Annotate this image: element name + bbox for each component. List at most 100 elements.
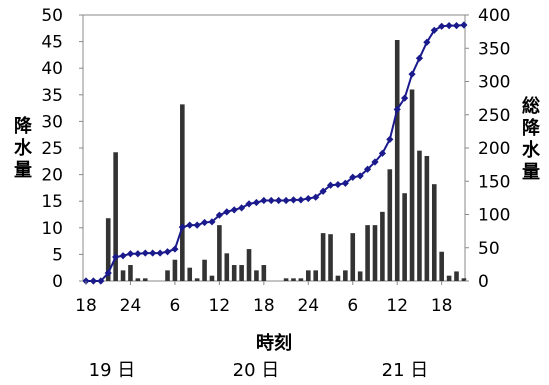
cumulative-point (149, 249, 157, 257)
cumulative-point (312, 193, 320, 201)
precip-bar (431, 184, 437, 281)
precip-bar (313, 270, 319, 281)
precip-bar (180, 104, 185, 281)
precip-bar (120, 270, 126, 281)
precip-bar (306, 270, 311, 281)
precip-bar (105, 218, 111, 281)
cumulative-point (178, 223, 186, 231)
precip-bar (446, 275, 452, 281)
precip-bar (209, 275, 215, 281)
left-tick-label: 50 (41, 6, 63, 26)
precip-bar (439, 251, 444, 281)
cumulative-point (245, 200, 253, 208)
cumulative-point (171, 245, 179, 253)
cumulative-point (460, 21, 468, 29)
precip-bar (202, 259, 207, 281)
x-tick-label: 12 (209, 296, 231, 316)
cumulative-point (141, 249, 149, 257)
left-tick-label: 40 (41, 59, 63, 79)
precip-bar (343, 270, 348, 281)
precip-bar (135, 278, 141, 281)
x-tick-label: 6 (170, 296, 181, 316)
cumulative-point (415, 54, 424, 62)
x-tick-label: 18 (431, 296, 453, 316)
precip-bar (231, 265, 237, 281)
right-tick-label: 400 (478, 6, 510, 26)
precip-bar (291, 278, 296, 281)
cumulative-precipitation-line (82, 21, 468, 285)
right-tick-label: 350 (478, 39, 510, 59)
cumulative-point (289, 196, 298, 204)
left-tick-label: 0 (52, 272, 63, 292)
right-axis-title: 総降水量 (522, 95, 541, 183)
precip-bar (142, 278, 148, 281)
left-tick-label: 5 (52, 245, 63, 265)
cumulative-point (126, 250, 135, 258)
cumulative-point (230, 206, 238, 214)
precip-bar (194, 278, 200, 281)
cumulative-point (371, 158, 379, 166)
cumulative-point (319, 187, 327, 195)
right-tick-label: 100 (478, 206, 510, 226)
precip-bar (246, 249, 252, 281)
precip-bar (350, 233, 356, 281)
svg-text:総降水量: 総降水量 (522, 95, 541, 183)
x-tick-label: 6 (347, 296, 358, 316)
right-axis-ticks: 0 50 100 150 200 250 300 350 400 (465, 6, 510, 292)
cumulative-point (393, 105, 401, 114)
cumulative-point (438, 22, 446, 30)
right-tick-label: 0 (478, 272, 489, 292)
left-tick-label: 15 (41, 192, 63, 212)
precip-bar (217, 225, 222, 281)
precip-bar (461, 278, 467, 281)
cumulative-point (297, 196, 305, 204)
right-tick-label: 300 (478, 73, 510, 93)
left-axis-title: 降水量 (14, 115, 33, 181)
left-tick-label: 10 (41, 219, 63, 239)
precip-bar (128, 265, 133, 281)
right-tick-label: 200 (478, 139, 510, 159)
precip-bar (187, 267, 193, 281)
cumulative-point (208, 218, 216, 226)
precip-bar (224, 253, 230, 281)
right-tick-label: 250 (478, 106, 510, 126)
cumulative-point (341, 179, 349, 187)
precip-bar (261, 265, 267, 281)
cumulative-point (186, 221, 194, 229)
left-tick-label: 35 (41, 86, 63, 106)
cumulative-point (97, 277, 105, 285)
cumulative-point (119, 252, 127, 260)
x-axis-title: 時刻 (256, 332, 292, 354)
day-label-20: 20 日 (233, 360, 280, 381)
x-tick-label: 18 (253, 296, 275, 316)
left-tick-label: 20 (41, 166, 63, 186)
precip-bar (417, 150, 422, 281)
precip-bar (357, 271, 363, 281)
cumulative-point (386, 135, 394, 143)
cumulative-point (156, 249, 164, 257)
cumulative-point (200, 218, 209, 227)
cumulative-point (445, 22, 453, 30)
day-label-19: 19 日 (89, 360, 136, 381)
cumulative-point (363, 165, 372, 173)
precip-bar (165, 270, 170, 281)
plot-area (82, 14, 466, 282)
precip-bar (335, 275, 341, 281)
precip-bar (113, 152, 118, 281)
precip-bar (172, 259, 178, 281)
cumulative-point (134, 250, 142, 258)
precip-bar (424, 155, 430, 281)
right-tick-label: 150 (478, 172, 510, 192)
cumulative-point (260, 196, 268, 205)
precip-bar (394, 40, 400, 282)
x-axis-ticks: 18 24 6 12 18 24 6 12 18 (75, 281, 453, 316)
x-tick-label: 24 (297, 296, 319, 316)
cumulative-point (356, 172, 364, 180)
cumulative-point (401, 94, 409, 102)
cumulative-point (334, 180, 342, 189)
cumulative-point (408, 70, 416, 78)
precip-bar (372, 225, 378, 281)
hourly-precipitation-bars (105, 40, 467, 282)
cumulative-point (163, 248, 172, 256)
